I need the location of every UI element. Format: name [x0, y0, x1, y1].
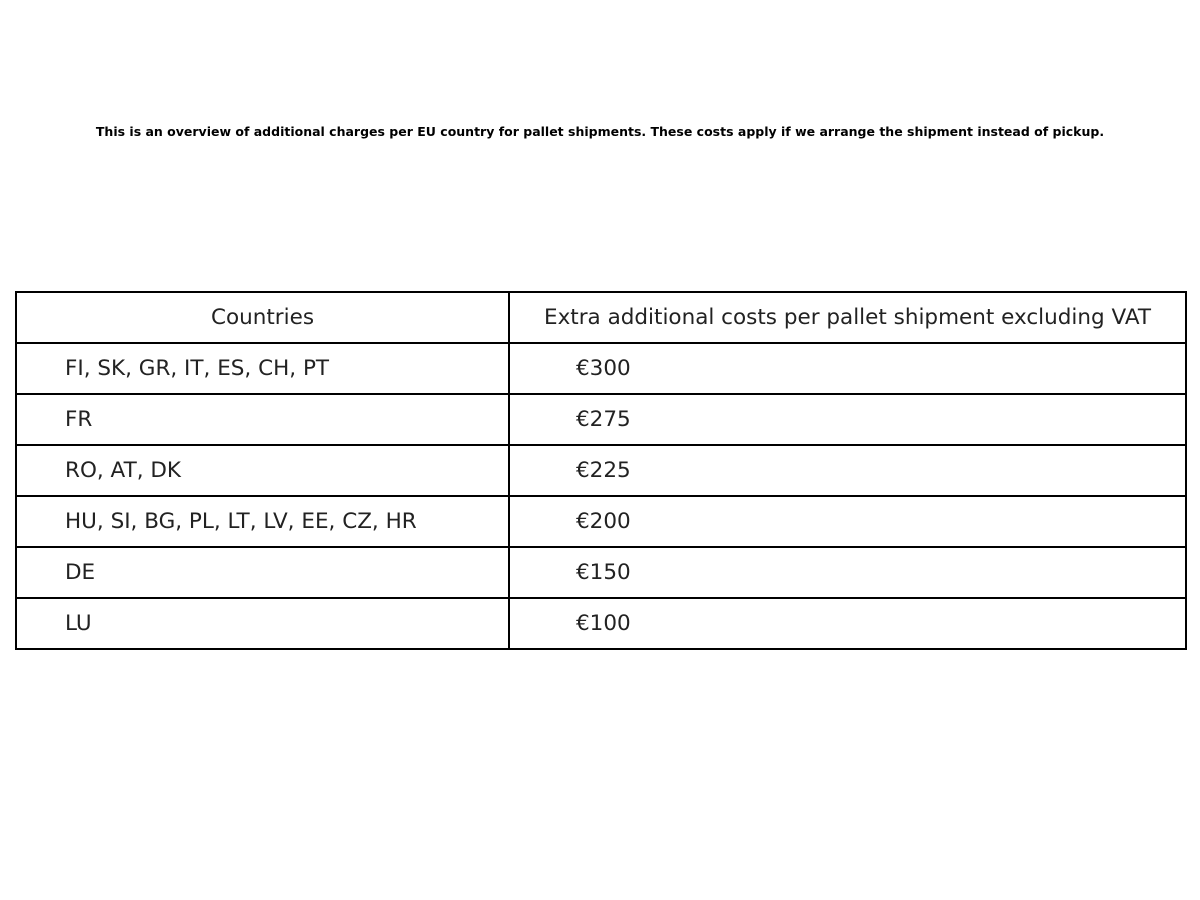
countries-cell: FR — [15, 393, 510, 446]
intro-text: This is an overview of additional charge… — [95, 124, 1105, 139]
table-row: LU €100 — [15, 597, 1187, 650]
table-row: RO, AT, DK €225 — [15, 444, 1187, 497]
table-row: FI, SK, GR, IT, ES, CH, PT €300 — [15, 342, 1187, 395]
pallet-costs-table: Countries Extra additional costs per pal… — [15, 291, 1187, 650]
cost-cell: €200 — [508, 495, 1187, 548]
cost-cell: €225 — [508, 444, 1187, 497]
cost-cell: €275 — [508, 393, 1187, 446]
countries-cell: RO, AT, DK — [15, 444, 510, 497]
cost-cell: €100 — [508, 597, 1187, 650]
table-header-row: Countries Extra additional costs per pal… — [15, 291, 1187, 344]
countries-cell: HU, SI, BG, PL, LT, LV, EE, CZ, HR — [15, 495, 510, 548]
countries-cell: FI, SK, GR, IT, ES, CH, PT — [15, 342, 510, 395]
table-row: FR €275 — [15, 393, 1187, 446]
table-row: HU, SI, BG, PL, LT, LV, EE, CZ, HR €200 — [15, 495, 1187, 548]
header-countries: Countries — [15, 291, 510, 344]
countries-cell: DE — [15, 546, 510, 599]
countries-cell: LU — [15, 597, 510, 650]
table-row: DE €150 — [15, 546, 1187, 599]
header-costs: Extra additional costs per pallet shipme… — [508, 291, 1187, 344]
cost-cell: €150 — [508, 546, 1187, 599]
cost-cell: €300 — [508, 342, 1187, 395]
